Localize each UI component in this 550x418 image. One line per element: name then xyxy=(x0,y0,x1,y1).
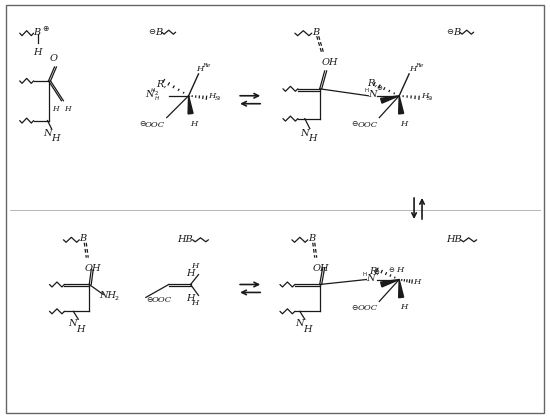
Text: $\ominus$: $\ominus$ xyxy=(146,295,153,304)
Text: N: N xyxy=(366,274,375,283)
Text: H: H xyxy=(186,268,195,278)
Text: Si: Si xyxy=(214,96,221,101)
Text: N: N xyxy=(300,129,309,138)
Polygon shape xyxy=(188,96,193,114)
Text: H: H xyxy=(308,133,316,143)
Text: H: H xyxy=(409,65,416,73)
Text: $\ominus$: $\ominus$ xyxy=(446,27,454,36)
Text: R,: R, xyxy=(367,78,378,87)
Text: 2: 2 xyxy=(155,91,158,96)
Text: $\ominus$: $\ominus$ xyxy=(351,303,359,312)
Text: OH: OH xyxy=(84,264,101,273)
Text: $\oplus$: $\oplus$ xyxy=(376,83,383,92)
Text: H: H xyxy=(76,325,85,334)
Text: R,: R, xyxy=(156,79,166,88)
Text: B: B xyxy=(312,28,319,37)
Text: B: B xyxy=(34,28,41,37)
Text: OOC: OOC xyxy=(358,304,377,312)
Text: N: N xyxy=(295,319,304,328)
Text: N: N xyxy=(145,90,153,99)
Text: H: H xyxy=(208,92,216,100)
Text: N: N xyxy=(43,129,52,138)
Text: OH: OH xyxy=(313,264,329,273)
Text: H: H xyxy=(400,303,408,311)
Text: H: H xyxy=(52,104,58,113)
Text: B: B xyxy=(308,234,315,243)
Text: NH: NH xyxy=(99,291,116,300)
Text: B: B xyxy=(155,28,162,37)
Text: H: H xyxy=(396,265,404,274)
Text: H: H xyxy=(52,133,60,143)
Text: $\oplus$: $\oplus$ xyxy=(42,24,50,33)
Text: O: O xyxy=(50,54,58,63)
Text: OOC: OOC xyxy=(152,296,172,304)
Text: $\ominus$: $\ominus$ xyxy=(388,265,395,274)
Text: H: H xyxy=(191,262,198,270)
Text: B: B xyxy=(79,234,86,243)
Text: B: B xyxy=(453,28,460,37)
Text: $\oplus$: $\oplus$ xyxy=(373,267,381,276)
Polygon shape xyxy=(399,280,404,298)
Text: H: H xyxy=(190,120,197,127)
Polygon shape xyxy=(381,96,399,103)
Text: H: H xyxy=(413,278,420,285)
Text: H: H xyxy=(365,88,369,93)
Text: N: N xyxy=(368,90,377,99)
Text: H: H xyxy=(155,96,159,101)
Text: HB: HB xyxy=(178,235,193,244)
Text: H: H xyxy=(196,65,204,73)
Polygon shape xyxy=(381,280,399,287)
Text: Re: Re xyxy=(202,64,211,69)
Text: H: H xyxy=(303,325,311,334)
Text: H: H xyxy=(421,92,428,100)
Text: N: N xyxy=(68,319,77,328)
Text: H: H xyxy=(64,104,71,113)
Polygon shape xyxy=(399,96,404,114)
Text: H: H xyxy=(362,272,366,277)
Text: Si: Si xyxy=(427,96,433,101)
Text: OOC: OOC xyxy=(145,120,165,129)
Text: H: H xyxy=(151,88,155,93)
Text: H: H xyxy=(400,120,408,127)
Text: R,: R, xyxy=(370,267,380,276)
Text: OH: OH xyxy=(322,58,338,67)
Text: Re: Re xyxy=(415,64,424,69)
Text: $\ominus$: $\ominus$ xyxy=(148,27,156,36)
Text: H: H xyxy=(191,299,198,307)
Text: OOC: OOC xyxy=(358,120,377,129)
Text: $\ominus$: $\ominus$ xyxy=(139,119,147,128)
Text: HB: HB xyxy=(446,235,461,244)
Text: H: H xyxy=(34,48,42,57)
Text: H: H xyxy=(186,294,195,303)
Text: 2: 2 xyxy=(114,296,118,301)
Text: $\ominus$: $\ominus$ xyxy=(351,119,359,128)
